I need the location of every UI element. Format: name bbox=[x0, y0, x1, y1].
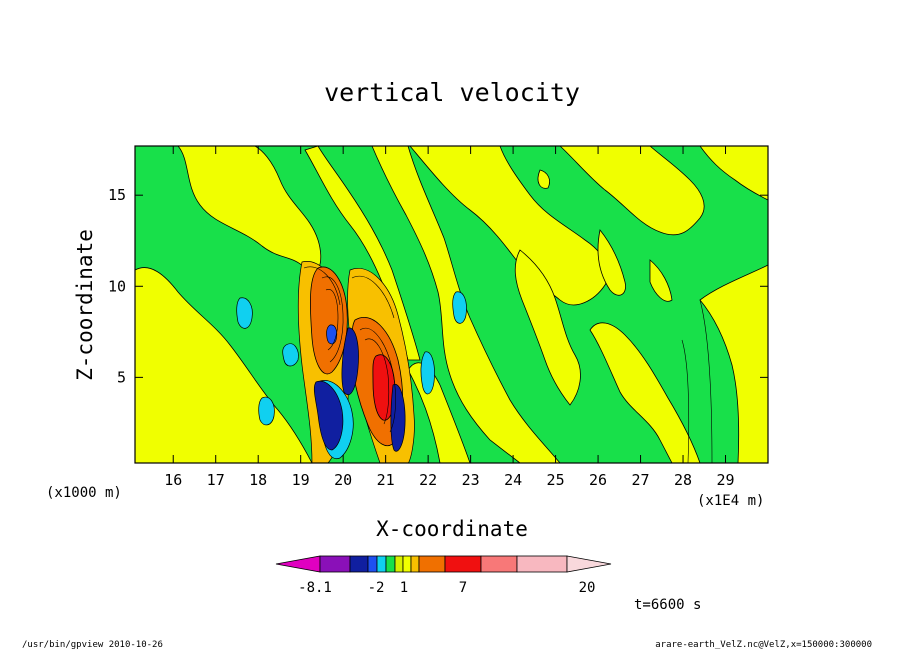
x-unit-left: (x1000 m) bbox=[46, 485, 122, 501]
yellow-upper-right-a bbox=[559, 146, 705, 236]
colorbar-swatch bbox=[385, 555, 396, 573]
yellow-right-edge bbox=[699, 264, 768, 463]
x-tick-label: 26 bbox=[589, 471, 607, 489]
x-tick-label: 25 bbox=[547, 471, 565, 489]
colorbar-swatch bbox=[444, 555, 482, 573]
yellow-streak-a bbox=[597, 229, 626, 296]
time-label: t=6600 s bbox=[634, 597, 701, 613]
x-unit-right: (x1E4 m) bbox=[697, 493, 764, 509]
x-tick-label: 28 bbox=[674, 471, 692, 489]
colorbar-swatch bbox=[349, 555, 369, 573]
yellow-upper-right-b bbox=[699, 146, 768, 201]
yellow-upper-band bbox=[409, 146, 609, 306]
yellow-plume-center bbox=[371, 146, 561, 463]
colorbar-label: -8.1 bbox=[298, 580, 332, 596]
downdraft-right bbox=[390, 383, 406, 452]
downdraft-left bbox=[313, 380, 344, 451]
x-axis-label: X-coordinate bbox=[376, 517, 528, 541]
x-tick-label: 20 bbox=[334, 471, 352, 489]
chart-title: vertical velocity bbox=[324, 78, 580, 107]
downdraft-right-cyan bbox=[420, 351, 435, 395]
contour-fields bbox=[135, 146, 768, 463]
yellow-right-band bbox=[589, 322, 701, 463]
x-tick-label: 29 bbox=[716, 471, 734, 489]
yellow-blob-a bbox=[537, 169, 550, 189]
x-tick-label: 21 bbox=[377, 471, 395, 489]
yellow-streak-b bbox=[649, 259, 673, 302]
axes: 16 17 18 19 20 21 22 23 24 25 26 27 28 29 5 10 15 bbox=[108, 146, 768, 489]
colorbar-swatch bbox=[319, 555, 351, 573]
cyan-blob-left-c bbox=[258, 396, 275, 426]
x-tick-label: 17 bbox=[207, 471, 225, 489]
yellow-mid-right bbox=[514, 249, 581, 406]
y-tick-label: 5 bbox=[117, 368, 126, 386]
colorbar-arrow-min bbox=[275, 555, 321, 573]
downdraft-regions bbox=[236, 291, 467, 460]
x-tick-label: 22 bbox=[419, 471, 437, 489]
colorbar: -8.1 -2 1 7 20 bbox=[275, 555, 612, 596]
colorbar-swatch bbox=[480, 555, 518, 573]
x-tick-label: 18 bbox=[249, 471, 267, 489]
colorbar-swatch bbox=[376, 555, 387, 573]
colorbar-swatch bbox=[367, 555, 378, 573]
x-tick-label: 19 bbox=[292, 471, 310, 489]
footer-right: arare-earth_VelZ.nc@VelZ,x=150000:300000 bbox=[655, 640, 872, 650]
footer-left: /usr/bin/gpview 2010-10-26 bbox=[22, 640, 163, 650]
colorbar-swatch bbox=[402, 555, 412, 573]
colorbar-swatch bbox=[418, 555, 446, 573]
x-tick-label: 16 bbox=[164, 471, 182, 489]
cyan-blob-mid bbox=[452, 291, 467, 324]
colorbar-label: 7 bbox=[459, 580, 467, 596]
colorbar-label: -2 bbox=[368, 580, 385, 596]
colorbar-swatch bbox=[410, 555, 420, 573]
colorbar-swatch bbox=[516, 555, 568, 573]
plot-area bbox=[134, 145, 769, 464]
y-tick-label: 10 bbox=[108, 277, 126, 295]
x-tick-label: 23 bbox=[462, 471, 480, 489]
cyan-blob-left bbox=[236, 297, 253, 329]
y-tick-label: 15 bbox=[108, 186, 126, 204]
colorbar-label: 1 bbox=[400, 580, 408, 596]
x-tick-label: 27 bbox=[632, 471, 650, 489]
updraft-left bbox=[309, 266, 348, 375]
y-axis-label: Z-coordinate bbox=[73, 229, 97, 381]
blue-blob-upper bbox=[326, 324, 338, 345]
plot-frame bbox=[134, 145, 769, 464]
colorbar-arrow-max bbox=[566, 555, 612, 573]
colorbar-label: 20 bbox=[579, 580, 596, 596]
colorbar-swatch bbox=[394, 555, 404, 573]
cyan-blob-left-b bbox=[282, 343, 299, 367]
yellow-plume-left bbox=[304, 146, 421, 361]
x-tick-label: 24 bbox=[504, 471, 522, 489]
downdraft-center bbox=[341, 327, 359, 396]
contour-lines bbox=[303, 266, 713, 463]
